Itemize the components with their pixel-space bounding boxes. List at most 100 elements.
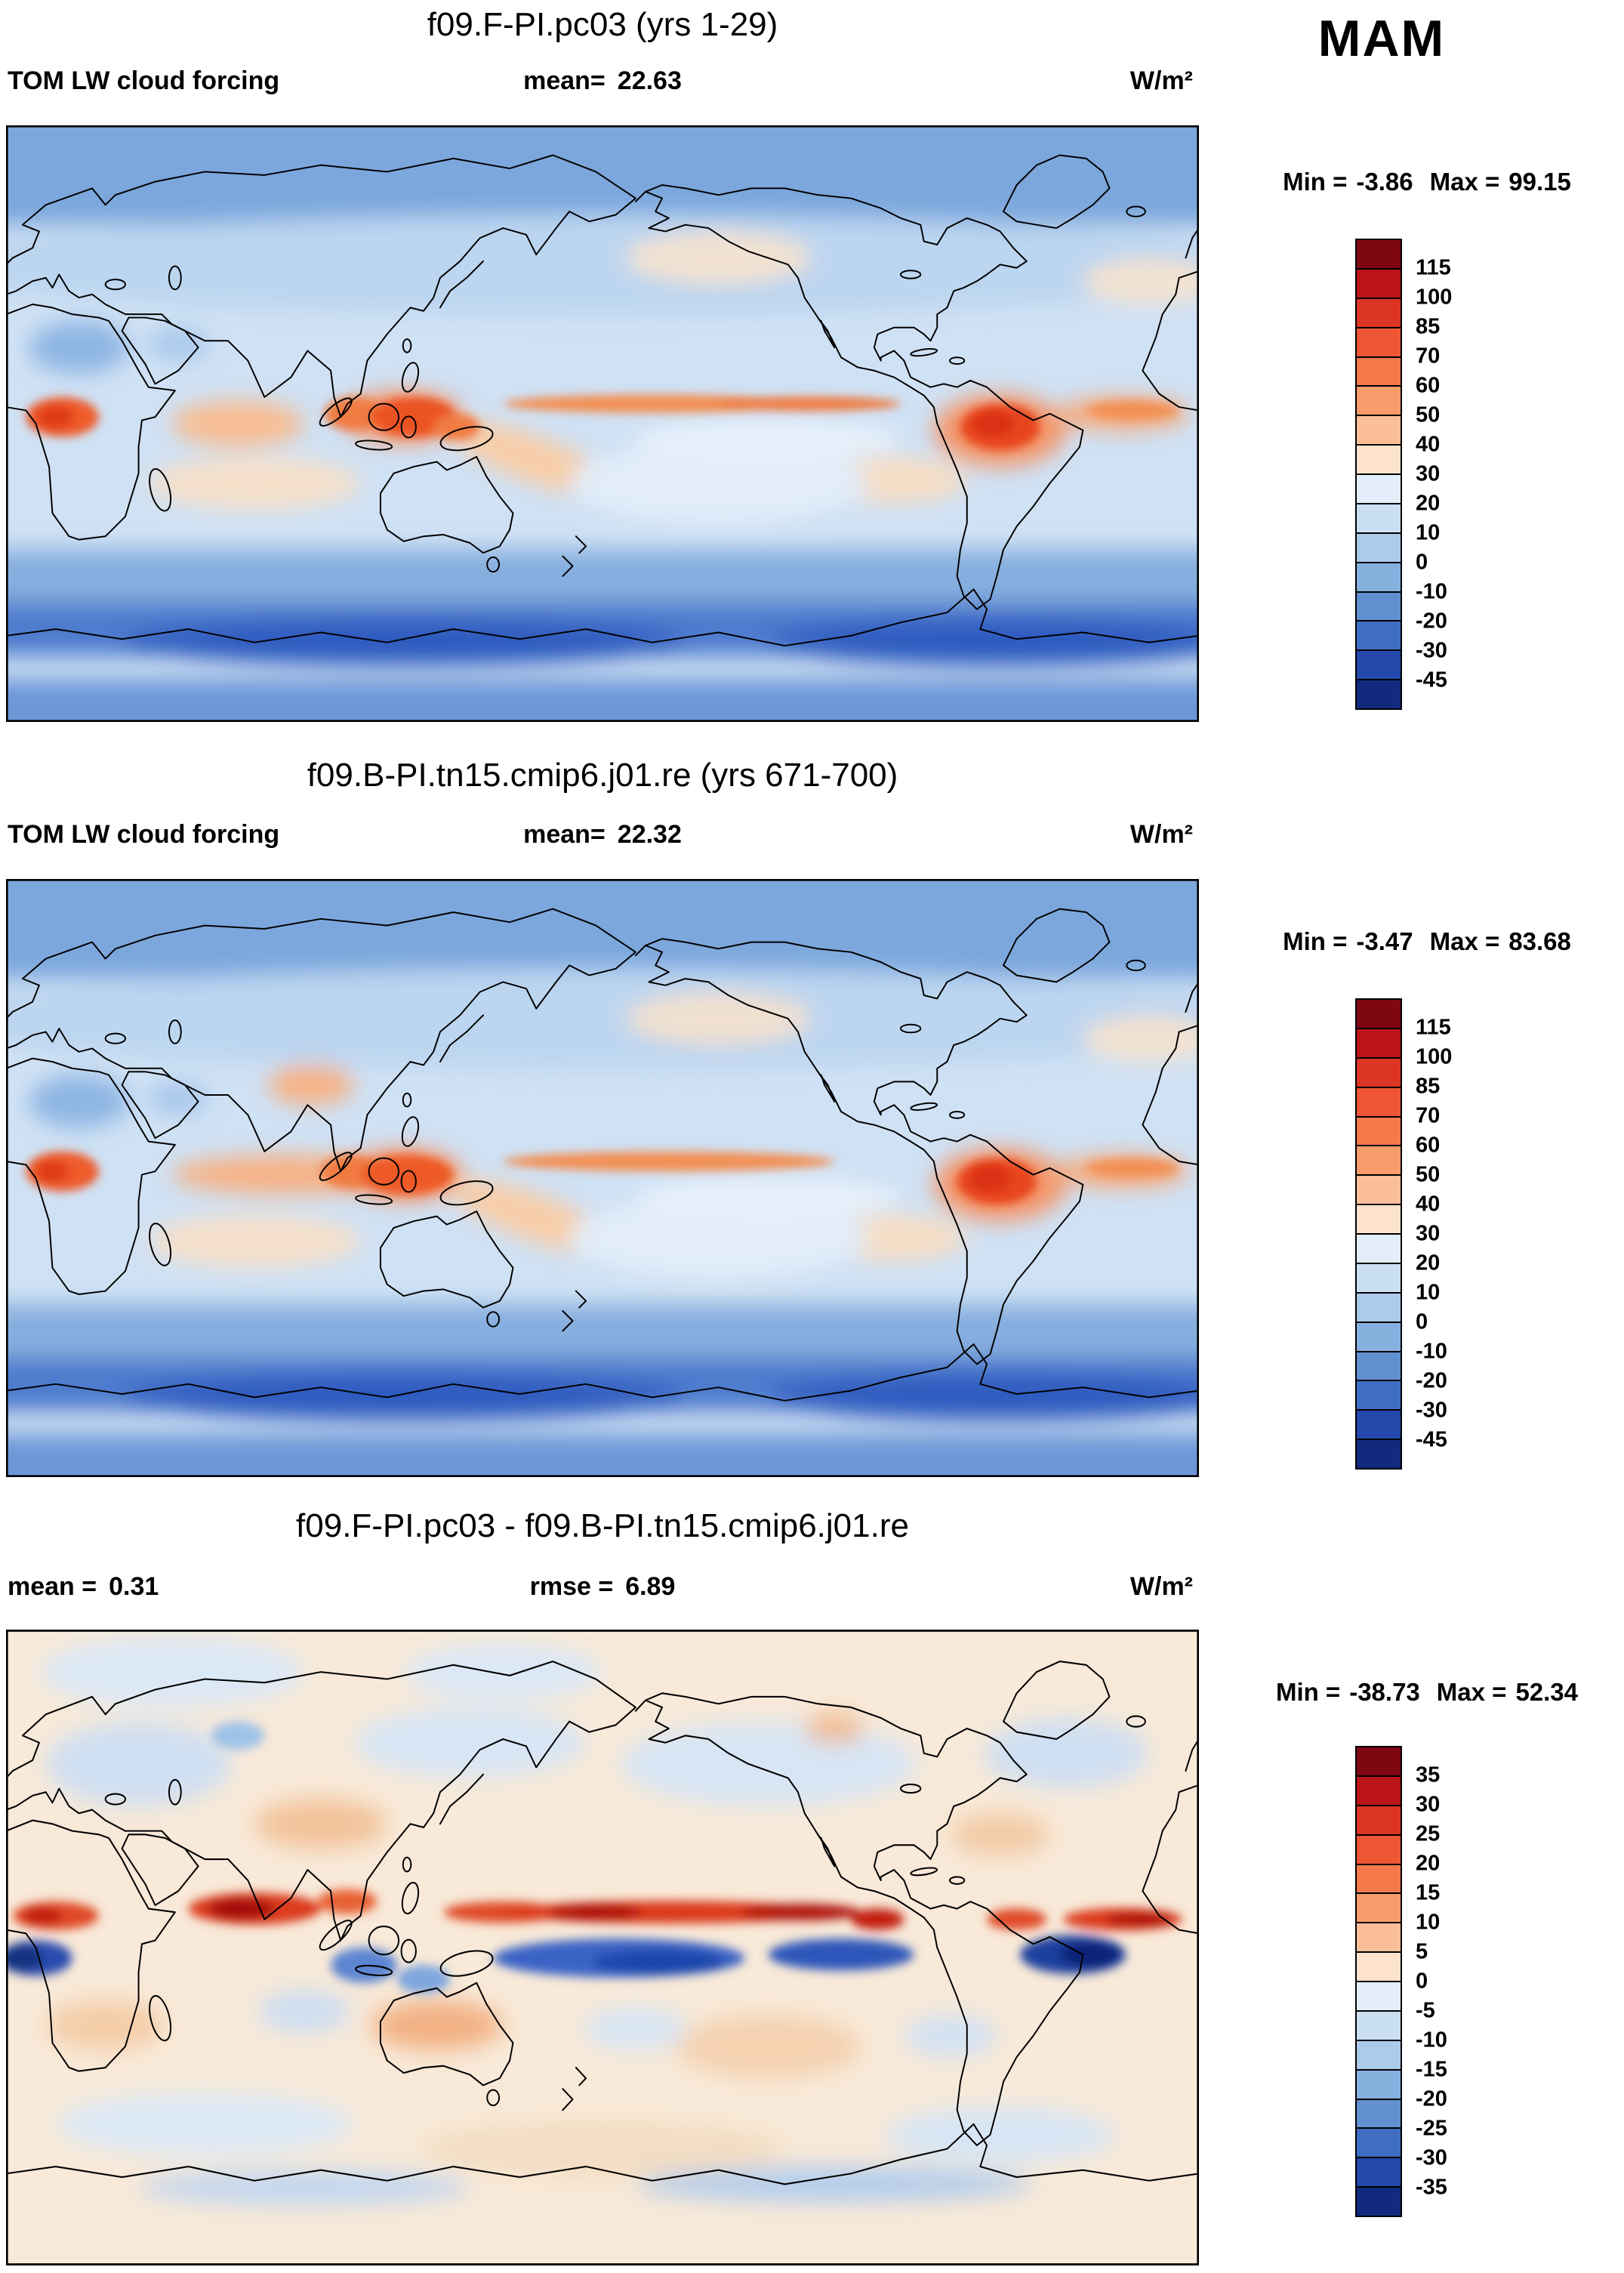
panel2-mean-value: 22.32 <box>617 820 682 849</box>
map2-field-broad <box>6 879 1199 1477</box>
map-panel-1 <box>6 125 1199 722</box>
panel3-title: f09.F-PI.pc03 - f09.B-PI.tn15.cmip6.j01.… <box>296 1507 909 1544</box>
colorbar-cell <box>1357 297 1401 327</box>
colorbar-cell <box>1357 1204 1401 1233</box>
colorbar-cell <box>1357 385 1401 415</box>
colorbar-tick-label: 30 <box>1416 461 1441 486</box>
panel2-variable-label: TOM LW cloud forcing <box>8 820 280 849</box>
colorbar-cell <box>1357 1747 1401 1775</box>
panel3-min-value: -38.73 <box>1349 1678 1420 1706</box>
colorbar-cell <box>1357 1380 1401 1410</box>
colorbar-cell <box>1357 1291 1401 1322</box>
colorbar-tick-label: -10 <box>1416 1339 1447 1364</box>
panel3-colorbar: 35 30 25 20 15 10 5 0 -5 -10 -15 -20 -25 -30 -35 <box>1355 1746 1447 2217</box>
colorbar-bar <box>1355 998 1402 1470</box>
colorbar-tick-label: 20 <box>1416 1851 1441 1876</box>
panel3-max-label: Max = <box>1436 1678 1507 1706</box>
colorbar-cell <box>1357 1174 1401 1204</box>
map-panel-3 <box>6 1630 1199 2265</box>
panel1-min-value: -3.86 <box>1356 168 1413 196</box>
panel2-stats-row: TOM LW cloud forcing mean= 22.32 W/m² <box>6 820 1199 853</box>
panel2-max-label: Max = <box>1429 927 1500 955</box>
map1-field-cores <box>26 394 1179 451</box>
colorbar-cell <box>1357 1892 1401 1923</box>
panel2-title: f09.B-PI.tn15.cmip6.j01.re (yrs 671-700) <box>307 757 898 794</box>
colorbar-tick-label: -10 <box>1416 2028 1447 2052</box>
colorbar-cell <box>1357 1775 1401 1805</box>
colorbar-tick-label: -45 <box>1416 668 1447 692</box>
colorbar-tick-label: 10 <box>1416 1280 1441 1305</box>
panel2-mean: mean= 22.32 <box>523 820 682 850</box>
colorbar-cell <box>1357 356 1401 386</box>
colorbar-tick-label: 85 <box>1416 1074 1441 1099</box>
panel3-mean: mean = 0.31 <box>8 1572 159 1602</box>
colorbar-cell <box>1357 240 1401 268</box>
colorbar-tick-label: 10 <box>1416 520 1441 545</box>
colorbar-tick-label: 85 <box>1416 314 1441 339</box>
panel3-mean-label: mean = <box>8 1572 97 1601</box>
colorbar-tick-label: 50 <box>1416 402 1441 427</box>
map3-field-broad <box>39 1636 1150 2206</box>
panel1-units: W/m² <box>1129 66 1193 95</box>
panel1-variable-label: TOM LW cloud forcing <box>8 66 280 95</box>
colorbar-tick-label: 35 <box>1416 1763 1441 1787</box>
colorbar-tick-label: 20 <box>1416 491 1441 516</box>
colorbar-cell <box>1357 1409 1401 1439</box>
panel1-minmax: Min = -3.86 Max = 99.15 <box>1238 168 1616 196</box>
map-panel-2 <box>6 879 1199 1477</box>
colorbar-cell <box>1357 532 1401 562</box>
colorbar-tick-label: 20 <box>1416 1251 1441 1275</box>
colorbar-cell <box>1357 444 1401 473</box>
panel3-mean-value: 0.31 <box>109 1572 159 1601</box>
colorbar-tick-label: -10 <box>1416 579 1447 604</box>
colorbar-cell <box>1357 1027 1401 1057</box>
colorbar-cell <box>1357 1922 1401 1952</box>
colorbar-tick-label: 10 <box>1416 1910 1441 1935</box>
colorbar-cell <box>1357 1321 1401 1351</box>
colorbar-cell <box>1357 2186 1401 2216</box>
colorbar-tick-label: 15 <box>1416 1880 1441 1905</box>
panel2-min-label: Min = <box>1283 927 1348 955</box>
colorbar-cell <box>1357 679 1401 708</box>
colorbar-tick-label: 40 <box>1416 432 1441 457</box>
colorbar-cell <box>1357 1262 1401 1292</box>
colorbar-cell <box>1357 2127 1401 2157</box>
colorbar-tick-label: -20 <box>1416 609 1447 634</box>
panel1-max-value: 99.15 <box>1508 168 1571 196</box>
colorbar-tick-label: -30 <box>1416 1398 1447 1423</box>
colorbar-cell <box>1357 2009 1401 2040</box>
colorbar-tick-label: 60 <box>1416 1133 1441 1158</box>
panel1-title: f09.F-PI.pc03 (yrs 1-29) <box>427 6 778 43</box>
colorbar-tick-label: 0 <box>1416 550 1428 575</box>
colorbar-tick-label: 0 <box>1416 1969 1428 1994</box>
panel3-minmax: Min = -38.73 Max = 52.34 <box>1238 1678 1616 1707</box>
colorbar-tick-label: 100 <box>1416 285 1453 310</box>
colorbar-cell <box>1357 2068 1401 2099</box>
panel1-colorbar: 115 100 85 70 60 50 40 30 20 10 0 -10 -20 -30 -45 <box>1355 239 1452 710</box>
panel2-minmax: Min = -3.47 Max = 83.68 <box>1238 927 1616 956</box>
colorbar-cell <box>1357 2098 1401 2128</box>
colorbar-cell <box>1357 1439 1401 1468</box>
colorbar-cell <box>1357 1804 1401 1834</box>
colorbar-cell <box>1357 2157 1401 2187</box>
colorbar-tick-label: -5 <box>1416 1998 1435 2023</box>
colorbar-tick-label: -30 <box>1416 638 1447 663</box>
colorbar-tick-label: 115 <box>1416 255 1451 280</box>
colorbar-cell <box>1357 1233 1401 1263</box>
colorbar-tick-label: 40 <box>1416 1192 1441 1217</box>
colorbar-tick-label: 70 <box>1416 1103 1441 1128</box>
colorbar-tick-label: 50 <box>1416 1162 1441 1187</box>
colorbar-cell <box>1357 473 1401 503</box>
colorbar-cell <box>1357 326 1401 356</box>
map1-field-broad <box>6 125 1199 722</box>
colorbar-cell <box>1357 620 1401 650</box>
colorbar-cell <box>1357 1000 1401 1028</box>
panel1-stats-row: TOM LW cloud forcing mean= 22.63 W/m² <box>6 66 1199 100</box>
colorbar-cell <box>1357 1145 1401 1175</box>
colorbar-bar <box>1355 1746 1402 2217</box>
colorbar-tick-label: 115 <box>1416 1015 1451 1040</box>
colorbar-cell <box>1357 591 1401 621</box>
panel3-stats-row: mean = 0.31 rmse = 6.89 W/m² <box>6 1572 1199 1605</box>
panel3-min-label: Min = <box>1275 1678 1341 1706</box>
panel3-rmse: rmse = 6.89 <box>530 1572 676 1602</box>
